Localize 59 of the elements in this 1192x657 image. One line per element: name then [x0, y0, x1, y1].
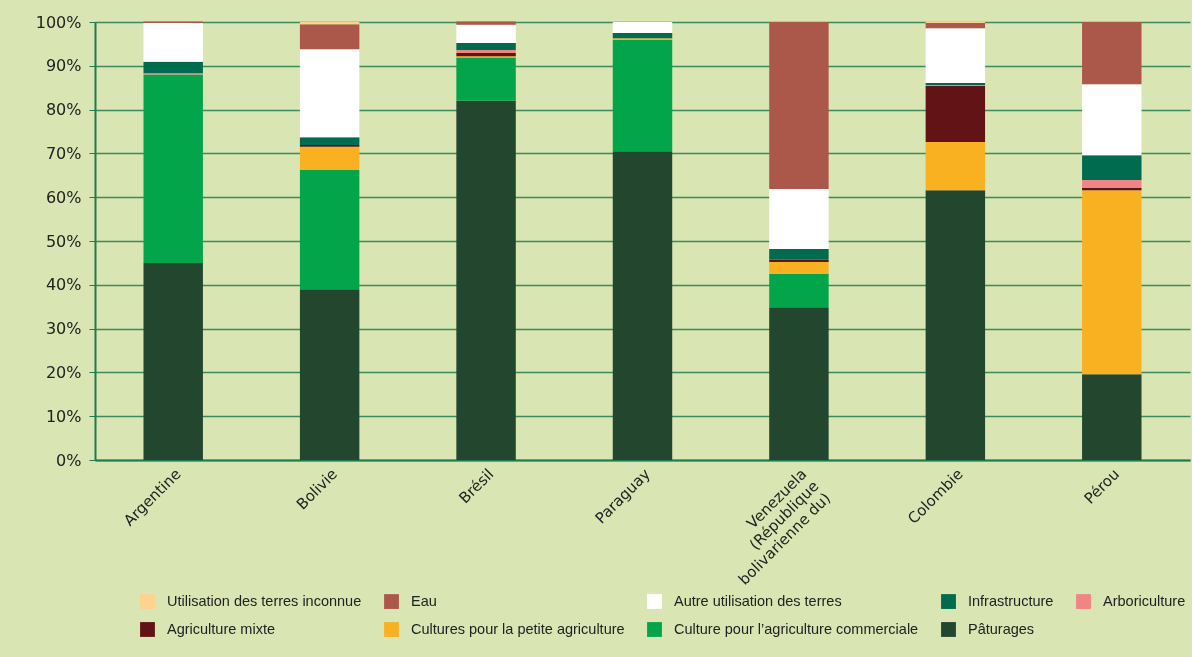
bar [456, 43, 516, 51]
bar [769, 22, 829, 189]
y-tick-label: 60% [45, 187, 82, 207]
bar [1082, 190, 1142, 375]
y-tick-label: 50% [45, 231, 82, 251]
y-tick-label: 10% [45, 406, 82, 426]
bar [1082, 22, 1142, 85]
bar [612, 39, 673, 152]
y-tick-label: 90% [45, 56, 82, 76]
bar [612, 22, 673, 33]
legend-label: Agriculture mixte [167, 620, 275, 637]
bar [299, 289, 360, 460]
bar [769, 273, 829, 308]
bar [143, 61, 203, 74]
y-tick-label: 30% [45, 319, 82, 339]
bar [143, 262, 203, 460]
bar [925, 142, 986, 191]
bar [769, 307, 829, 460]
bar [1082, 155, 1142, 181]
y-tick-label: 40% [45, 275, 82, 295]
bar [299, 170, 360, 290]
bar [769, 259, 829, 263]
legend-label: Eau [411, 592, 437, 609]
bar [769, 248, 829, 260]
bar [456, 100, 516, 460]
bar [299, 146, 360, 171]
bar [925, 190, 986, 460]
y-tick-label: 100% [35, 12, 82, 32]
bar [925, 28, 986, 83]
legend-label: Arboriculture [1103, 592, 1186, 609]
bar [1082, 374, 1142, 460]
legend-label: Utilisation des terres inconnue [167, 592, 362, 609]
bar [1082, 180, 1142, 188]
legend-label: Pâturages [968, 620, 1035, 637]
bar [299, 22, 360, 25]
bar [143, 74, 203, 263]
bar [1082, 188, 1142, 191]
bar [456, 21, 516, 25]
bar [612, 151, 673, 460]
legend-label: Cultures pour la petite agriculture [411, 620, 625, 637]
y-tick-label: 80% [45, 100, 82, 120]
legend-label: Autre utilisation des terres [674, 592, 842, 609]
bar [299, 24, 360, 50]
bar [769, 188, 829, 249]
y-tick-label: 0% [56, 450, 82, 470]
bar [612, 32, 673, 39]
bar [456, 24, 516, 44]
bar [299, 49, 360, 138]
y-tick-label: 70% [45, 143, 82, 163]
bar [1082, 84, 1142, 156]
bar [769, 262, 829, 274]
bar [299, 137, 360, 146]
bar [456, 57, 516, 101]
legend-label: Infrastructure [968, 592, 1054, 609]
bar [925, 85, 986, 143]
legend-label: Culture pour l’agriculture commerciale [674, 620, 919, 637]
bar [925, 22, 986, 29]
y-tick-label: 20% [45, 362, 82, 382]
bar [143, 22, 203, 62]
